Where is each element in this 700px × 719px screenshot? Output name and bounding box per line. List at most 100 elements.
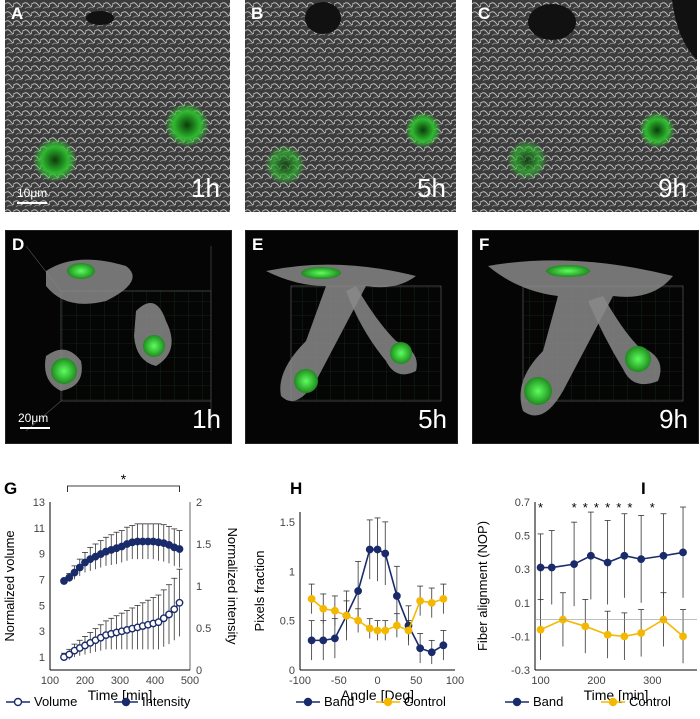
data-point-control [536,625,545,634]
render-scene [6,231,231,443]
data-point-band [365,545,374,554]
data-point-control [307,594,316,603]
data-point-volume [154,618,163,627]
data-point-volume [165,610,173,619]
chart-h-svg: H -100 -50 0 50 100 0 0.5 1 1.5 Angle [Deg] Pixels … [252,479,464,709]
x-tick-label: 500 [181,675,199,687]
significance-star: * [627,500,632,515]
data-point-intensity [60,577,68,585]
panel-letter: G [4,479,17,498]
y-tick-label: 0.5 [515,531,530,543]
x-axis-label: Angle [Deg] [341,687,414,703]
time-label: 9h [658,173,687,203]
data-point-control [416,596,425,605]
y-tick-label: 5 [39,600,45,612]
data-point-volume [159,614,168,623]
data-point-band [373,545,382,554]
data-point-control [581,622,590,631]
data-point-control [342,611,351,620]
time-label: 1h [191,173,220,203]
y2-tick-label: 1.5 [196,539,211,551]
y-tick-label: 11 [34,523,45,535]
data-point-intensity [81,558,89,567]
data-point-control [603,630,612,639]
time-label: 5h [417,173,446,203]
x-tick-label: 300 [111,675,129,687]
panel-f-render: F 9h [472,230,699,444]
legend-marker [13,697,23,707]
data-point-control [620,632,629,641]
data-point-band [637,555,646,564]
scale-label: 10μm [17,186,48,200]
data-point-control [373,626,382,635]
data-point-intensity [70,568,79,577]
data-point-band [307,636,316,645]
y-tick-label: 0.1 [515,598,530,610]
y-tick-label: 0.3 [515,564,530,576]
data-point-control [427,598,436,607]
scale-bar [17,202,47,204]
legend-label: Control [404,694,446,709]
chart-g: G 100 200 300 400 500 1 3 5 7 9 11 13 0 0.5 1 1.5 2 Time [… [0,462,240,714]
y-tick-label: 0.7 [515,497,530,509]
data-point-band [427,648,436,657]
chart-h: H -100 -50 0 50 100 0 0.5 1 1.5 Angle [Deg] Pixels … [240,462,465,714]
y-tick-label: -0.1 [511,631,530,643]
panel-letter: F [479,235,490,254]
panel-letter: D [12,235,25,254]
data-point-volume [175,598,184,607]
y-axis-label: Normalized volume [2,530,17,641]
data-point-band [547,563,556,572]
y-tick-label: 1 [39,652,45,664]
significance-bracket [67,485,180,492]
x-tick-label: -100 [289,675,311,687]
panel-letter: C [478,4,491,23]
data-point-control [439,594,448,603]
x-tick-label: 400 [146,675,164,687]
panel-letter: H [290,479,302,498]
data-point-control [392,621,401,630]
time-label: 9h [659,404,688,434]
data-point-intensity [75,563,84,572]
significance-star: * [616,500,621,515]
y-tick-label: 1 [289,566,295,578]
y-tick-label: 9 [39,549,45,561]
panel-b-micrograph: B 5h [245,0,456,212]
y-tick-label: -0.3 [511,665,530,677]
x-tick-label: 100 [446,675,464,687]
x-tick-label: 300 [643,675,661,687]
data-point-volume [65,650,74,659]
data-point-control [319,604,328,613]
chart-i: I 100 200 300 -0.3 -0.1 0.1 0.3 0.5 0.7 Time [min]… [465,462,700,714]
legend-label: Volume [34,694,77,709]
panel-letter: B [251,4,264,23]
data-point-band [416,644,425,653]
x-tick-label: 0 [374,675,380,687]
data-point-band [392,592,401,600]
legend-marker [608,697,618,707]
data-point-band [659,551,668,560]
data-point-control [354,616,363,625]
fiber-texture [245,0,456,212]
significance-star: * [572,500,577,515]
x-tick-label: 50 [410,675,422,687]
y-tick-label: 0.5 [280,616,295,628]
data-point-control [330,606,339,615]
render-scene [246,231,457,443]
x-axis-label: Time [min] [584,687,649,703]
scale-bar [20,427,50,429]
y-axis-label: Fiber alignment (NOP) [475,521,490,651]
data-point-control [381,626,390,635]
legend-label: Band [324,694,354,709]
significance-star: * [605,500,610,515]
y2-tick-label: 1 [196,581,202,593]
data-point-control [637,629,646,637]
legend-marker [121,697,131,707]
data-point-band [570,560,579,569]
y-tick-label: 0 [289,665,295,677]
panel-d-render: D 1h 20μm [5,230,232,444]
y2-tick-label: 0 [196,665,202,677]
data-point-control [679,632,687,641]
data-point-intensity [65,573,74,582]
